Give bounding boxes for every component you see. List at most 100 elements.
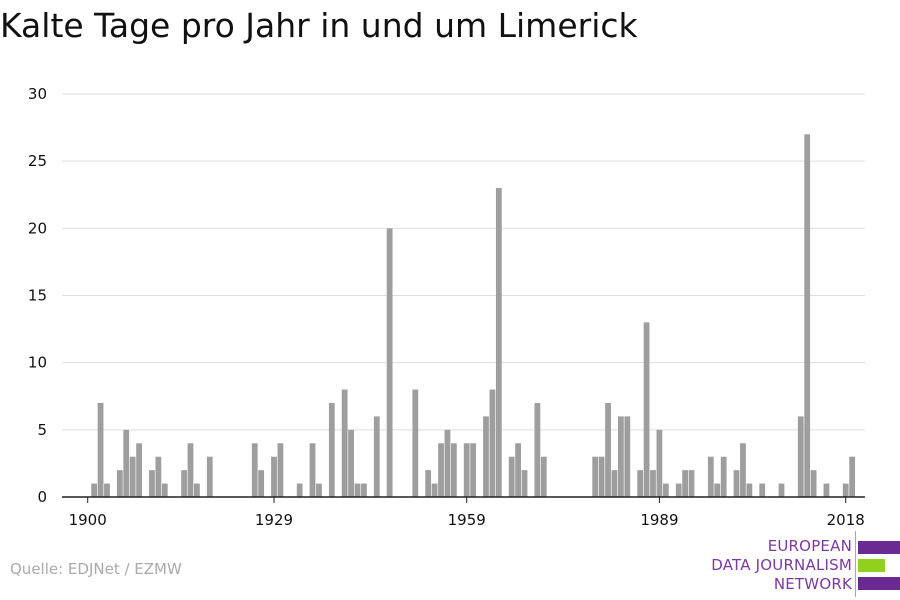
- bar: [720, 456, 727, 497]
- bar: [277, 443, 284, 497]
- bar: [354, 483, 361, 497]
- bar: [97, 402, 104, 497]
- bar: [206, 456, 213, 497]
- bar: [521, 470, 528, 497]
- bar: [271, 456, 277, 497]
- bar: [746, 483, 753, 497]
- bar: [849, 456, 856, 497]
- bar: [804, 134, 811, 498]
- bar: [129, 456, 136, 497]
- bar: [682, 470, 689, 497]
- y-tick-label: 0: [37, 488, 47, 506]
- logo-line-2: DATA JOURNALISM: [711, 556, 852, 574]
- bar: [309, 443, 316, 497]
- bar: [316, 483, 322, 497]
- bar: [123, 429, 130, 497]
- bar: [707, 456, 714, 497]
- bar: [470, 443, 477, 497]
- x-tick-labels: 1900 1929 1959 1989 2018: [69, 511, 865, 529]
- bar: [91, 483, 98, 497]
- bar: [450, 443, 457, 497]
- grid-lines: [62, 93, 865, 431]
- bar: [675, 483, 682, 497]
- bar: [116, 470, 123, 497]
- bar: [534, 402, 541, 497]
- bar: [187, 443, 194, 497]
- y-tick-label: 20: [28, 219, 47, 237]
- x-tick-label: 2018: [827, 511, 865, 529]
- x-tick-label: 1959: [448, 511, 486, 529]
- bar: [348, 429, 354, 497]
- y-tick-labels: 0 5 10 15 20 25 30: [28, 85, 47, 506]
- bar: [161, 483, 168, 497]
- bar: [258, 470, 265, 497]
- bar: [444, 429, 451, 497]
- logo-bar-top: [858, 541, 900, 554]
- logo-line-1: EUROPEAN: [767, 537, 852, 555]
- bar: [251, 443, 258, 497]
- bar: [605, 402, 611, 497]
- source-note: Quelle: EDJNet / EZMW: [10, 560, 182, 578]
- bar: [592, 456, 599, 497]
- logo-text: EUROPEAN DATA JOURNALISM NETWORK: [711, 537, 852, 594]
- bar: [810, 470, 817, 497]
- bar: [104, 483, 110, 497]
- bar: [483, 416, 489, 497]
- bar: [361, 483, 367, 497]
- bar: [149, 470, 155, 497]
- bar: [823, 483, 830, 497]
- bar: [373, 416, 380, 497]
- bar: [714, 483, 721, 497]
- bar: [842, 483, 849, 497]
- chart-title: Kalte Tage pro Jahr in und um Limerick: [0, 6, 638, 45]
- logo-bar-bottom: [858, 577, 900, 590]
- bar: [495, 188, 502, 498]
- logo-line-3: NETWORK: [773, 575, 852, 593]
- bar: [662, 483, 669, 497]
- bar: [797, 416, 804, 497]
- bar: [637, 470, 644, 497]
- bar: [328, 402, 335, 497]
- bar: [136, 443, 142, 497]
- logo-divider: [855, 531, 856, 597]
- bar: [778, 483, 785, 497]
- bar: [650, 470, 656, 497]
- logo-bar-middle: [858, 559, 885, 572]
- bar: [194, 483, 200, 497]
- bar: [431, 483, 438, 497]
- bar: [688, 470, 695, 497]
- bars: [91, 134, 856, 498]
- y-tick-label: 30: [28, 85, 47, 103]
- bar: [624, 416, 631, 497]
- bar: [181, 470, 187, 497]
- y-tick-label: 25: [28, 152, 47, 170]
- bar: [341, 389, 348, 497]
- bar: [540, 456, 547, 497]
- bar: [515, 443, 521, 497]
- bar: [656, 429, 663, 497]
- bar: [386, 228, 393, 498]
- y-tick-label: 15: [28, 287, 47, 305]
- bar: [598, 456, 605, 497]
- bar: [296, 483, 303, 497]
- bar: [425, 470, 432, 497]
- bar: [611, 470, 618, 497]
- x-tick-label: 1989: [640, 511, 678, 529]
- x-tick-label: 1929: [255, 511, 293, 529]
- bar: [489, 389, 496, 497]
- bar: [617, 416, 624, 497]
- x-tick-label: 1900: [69, 511, 107, 529]
- y-tick-label: 5: [37, 421, 47, 439]
- bar: [508, 456, 515, 497]
- bar: [412, 389, 419, 497]
- x-axis: [62, 496, 865, 503]
- bar: [155, 456, 162, 497]
- bar: [759, 483, 766, 497]
- bar: [463, 443, 470, 497]
- bar: [438, 443, 444, 497]
- edjnet-logo: EUROPEAN DATA JOURNALISM NETWORK: [706, 531, 900, 597]
- bar: [740, 443, 746, 497]
- bar: [733, 470, 740, 497]
- y-tick-label: 10: [28, 354, 47, 372]
- bar: [643, 322, 650, 497]
